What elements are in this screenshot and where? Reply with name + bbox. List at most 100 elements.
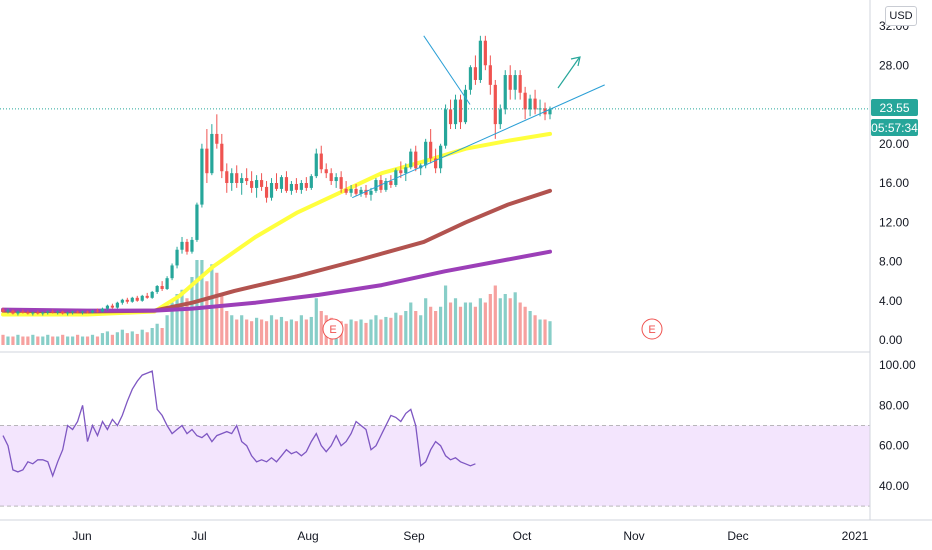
candle-body [314, 153, 318, 177]
volume-bar [85, 336, 90, 345]
volume-bar [414, 311, 418, 345]
volume-bar [463, 302, 468, 345]
rsi-tick-label: 80.00 [879, 398, 909, 412]
volume-bar [230, 315, 234, 345]
arrow-annotation [557, 57, 580, 89]
volume-bar [180, 289, 184, 345]
volume-bar [304, 319, 308, 345]
candle [503, 70, 507, 115]
candle-body [75, 311, 80, 313]
volume-bar [448, 302, 453, 345]
volume-bar [538, 319, 542, 345]
candle-body [508, 75, 512, 90]
volume-bar [210, 264, 214, 345]
candle-body [145, 295, 149, 298]
volume-bar [354, 321, 358, 345]
candle [110, 303, 114, 309]
volume-bar [404, 311, 408, 345]
moving-averages [1, 131, 552, 317]
earnings-label: E [648, 324, 655, 336]
volume-bar [274, 319, 279, 345]
candle [289, 181, 294, 195]
price-tick-label: 8.00 [879, 255, 903, 269]
price-tick-label: 12.00 [879, 215, 909, 229]
candle-body [46, 311, 50, 313]
candle [115, 301, 119, 309]
candle [160, 281, 164, 291]
candle-body [225, 171, 229, 183]
candle [56, 310, 60, 315]
currency-label[interactable]: USD [885, 6, 917, 26]
time-tick-label: 2021 [842, 529, 869, 543]
trendlines[interactable] [352, 35, 605, 199]
volume-bar [200, 260, 204, 345]
candle [399, 161, 403, 179]
earnings-marker: E [641, 318, 663, 340]
candle-body [31, 312, 35, 314]
candle-body [548, 108, 552, 115]
rsi-line [2, 370, 476, 478]
candle-body [36, 312, 40, 314]
volume-bar [498, 298, 502, 345]
rsi-tick-label: 60.00 [879, 439, 909, 453]
time-tick-label: Dec [727, 529, 748, 543]
volume-bar [240, 315, 244, 345]
candle-body [399, 170, 403, 174]
rsi-axis[interactable]: 100.00 80.00 60.00 40.00 [879, 358, 916, 493]
candle-body [185, 241, 189, 252]
volume-bar [453, 298, 458, 345]
volume-bar [359, 319, 363, 345]
candle [259, 173, 264, 191]
candle-body [374, 180, 378, 191]
price-tick-label: 20.00 [879, 137, 909, 151]
candle-body [434, 158, 438, 169]
candle-body [468, 67, 473, 90]
candle-body [255, 180, 259, 188]
candle-body [334, 177, 338, 182]
volume-bar [220, 294, 224, 345]
volume-bar [175, 294, 179, 345]
candle [309, 174, 313, 190]
volume-bar [105, 331, 110, 345]
countdown-tag: 05:57:34 [871, 119, 918, 136]
candle [245, 168, 249, 185]
candle [533, 89, 537, 115]
volume-bar [409, 302, 413, 345]
candle [369, 187, 373, 201]
candle [190, 236, 194, 254]
candle [409, 148, 413, 170]
volume-bar [61, 334, 65, 345]
candle-body [439, 145, 443, 169]
volume-bar [513, 292, 517, 345]
candle-body [130, 297, 134, 302]
volume-bar [1, 334, 5, 345]
ma-fast-line [1, 131, 552, 317]
volume-bar [294, 321, 298, 345]
candle-body [240, 178, 244, 183]
rsi-pane[interactable] [0, 370, 870, 507]
candle [389, 175, 393, 188]
volume-bar [150, 328, 154, 345]
candle [6, 308, 10, 314]
candle [170, 263, 174, 281]
candle-body [289, 183, 294, 191]
candle [284, 171, 289, 193]
candle-body [329, 173, 333, 182]
time-axis[interactable]: Jun Jul Aug Sep Oct Nov Dec 2021 [72, 529, 868, 543]
last-price-tag: 23.55 [871, 99, 918, 116]
candle-body [448, 109, 453, 125]
candle-body [513, 75, 517, 90]
volume-bar [110, 334, 114, 345]
volume-bar [90, 334, 95, 345]
candle [269, 178, 274, 201]
time-tick-label: Sep [403, 529, 425, 543]
price-axis[interactable]: 32.0028.0024.0020.0016.0012.008.004.000.… [879, 19, 909, 347]
candle-body [16, 311, 20, 314]
ma-mid-line [1, 188, 552, 314]
volume-bar [66, 336, 70, 345]
candle [180, 236, 184, 254]
volume-bar [443, 285, 448, 345]
